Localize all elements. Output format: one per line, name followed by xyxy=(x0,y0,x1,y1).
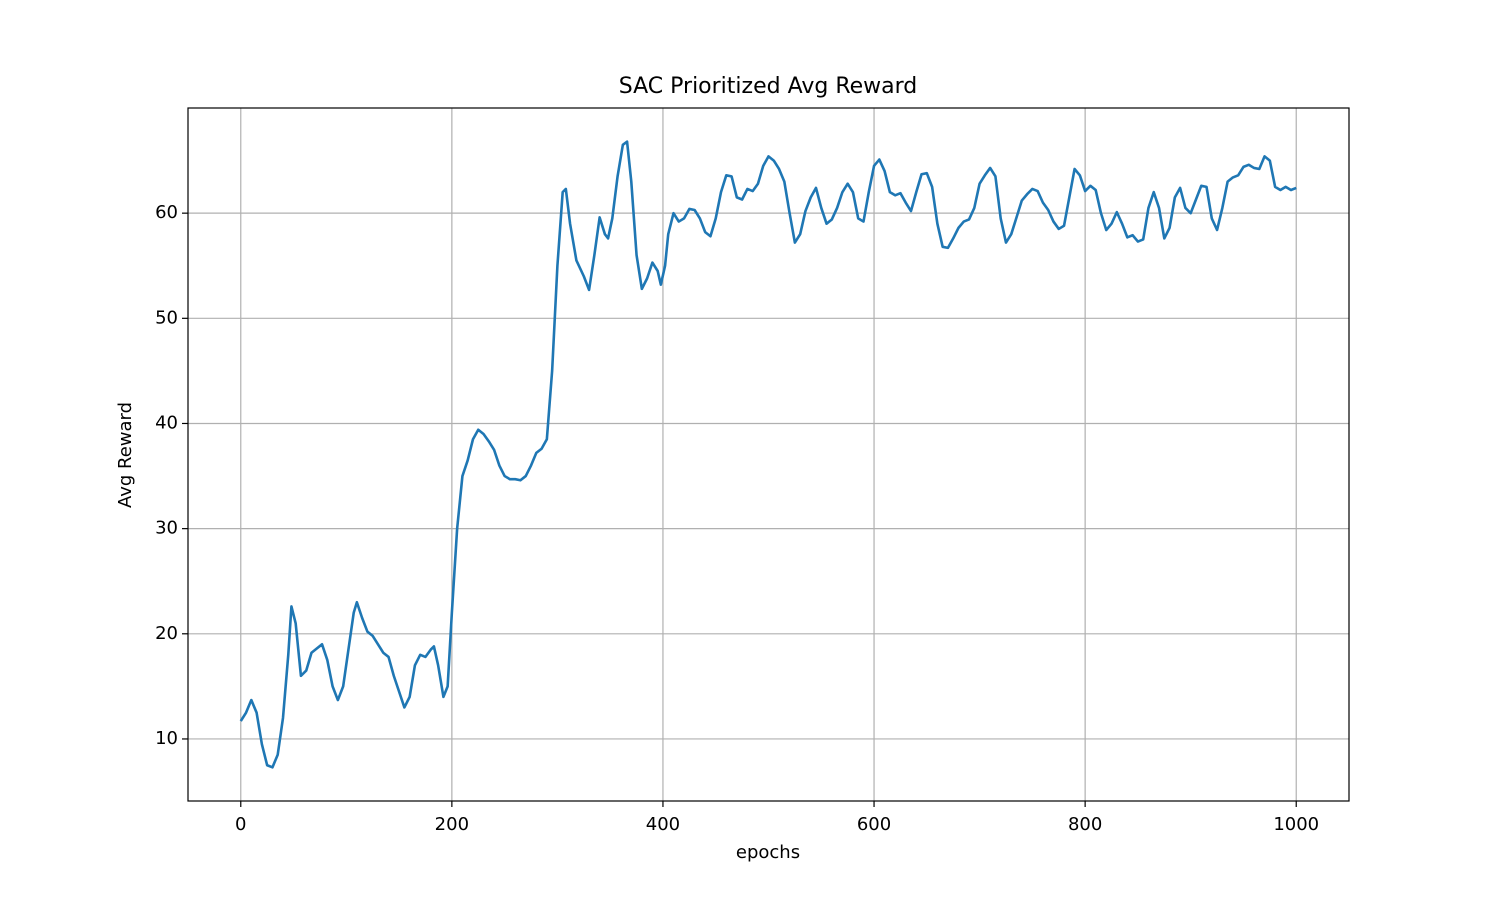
y-axis-label: Avg Reward xyxy=(115,402,136,508)
y-tick-label: 60 xyxy=(155,202,178,223)
data-line xyxy=(239,140,1297,769)
y-tick-label: 30 xyxy=(155,518,178,539)
y-tick-label: 20 xyxy=(155,623,178,644)
x-tick-label: 400 xyxy=(646,814,680,835)
y-tick-label: 10 xyxy=(155,728,178,749)
plot-frame xyxy=(187,107,1350,802)
x-tick-label: 0 xyxy=(235,814,246,835)
x-tick-label: 200 xyxy=(435,814,469,835)
x-tick-label: 800 xyxy=(1068,814,1102,835)
y-tick-label: 40 xyxy=(155,412,178,433)
x-tick-label: 600 xyxy=(857,814,891,835)
y-tick-label: 50 xyxy=(155,307,178,328)
x-axis-label: epochs xyxy=(736,842,800,863)
chart-title: SAC Prioritized Avg Reward xyxy=(619,74,918,99)
x-tick-label: 1000 xyxy=(1273,814,1319,835)
